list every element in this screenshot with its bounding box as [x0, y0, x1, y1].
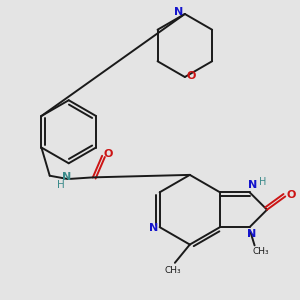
Text: O: O	[286, 190, 296, 200]
Text: N: N	[62, 172, 71, 182]
Text: H: H	[57, 180, 64, 190]
Text: N: N	[248, 180, 257, 190]
Text: N: N	[149, 223, 158, 233]
Text: CH₃: CH₃	[252, 247, 269, 256]
Text: N: N	[247, 229, 256, 239]
Text: O: O	[103, 149, 113, 159]
Text: CH₃: CH₃	[165, 266, 181, 274]
Text: N: N	[174, 7, 184, 17]
Text: H: H	[259, 177, 267, 187]
Text: O: O	[186, 71, 196, 81]
